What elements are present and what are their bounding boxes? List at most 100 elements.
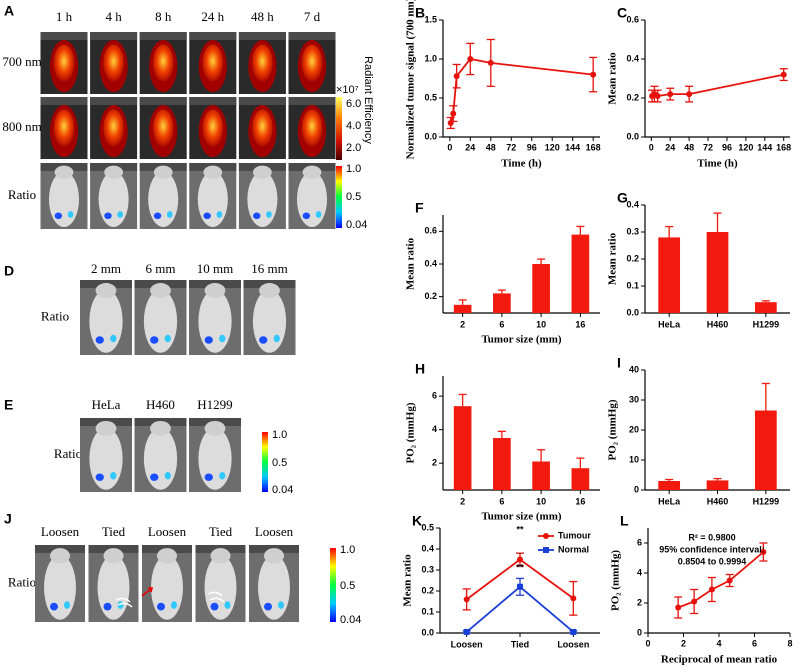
row-label: Ratio [41, 308, 69, 323]
y-tick-label: 0.3 [626, 226, 639, 236]
y-axis-label: Normalized tumor signal (700 nm) [405, 0, 417, 159]
legend-label: Tumour [558, 530, 591, 540]
ratio-signal [273, 334, 280, 343]
signal [53, 109, 75, 147]
panel-letter: B [415, 5, 425, 21]
marker [691, 598, 698, 605]
y-tick-label: 0.2 [424, 291, 437, 301]
ratio-signal [216, 211, 223, 218]
x-tick-label: Loosen [557, 639, 589, 649]
mouse-body [44, 555, 76, 620]
y-tick-label: 0 [634, 484, 639, 494]
x-tick-label: HeLa [658, 319, 681, 329]
column-label: 7 d [304, 9, 321, 24]
mouse-head [210, 548, 231, 564]
row-label: 800 nm [2, 119, 41, 134]
colorbar-label: 0.5 [272, 457, 287, 469]
bar [571, 234, 590, 313]
column-label: 10 mm [197, 261, 233, 276]
mouse-head [104, 165, 123, 179]
y-tick-label: 0.2 [626, 253, 639, 263]
error-bar [665, 478, 674, 481]
signal [53, 44, 75, 82]
x-axis-label: Time (h) [697, 158, 738, 170]
x-tick-label: H1299 [753, 319, 780, 329]
bar [571, 468, 590, 490]
error-bar [761, 300, 770, 303]
ratio-signal [315, 211, 322, 218]
bar [532, 461, 550, 490]
ratio-signal [50, 602, 58, 611]
column-label: Loosen [148, 524, 187, 539]
x-tick-label: 72 [703, 142, 713, 152]
error-bar [458, 299, 467, 305]
stage-edge [40, 97, 88, 105]
panel-letter: I [617, 355, 621, 371]
ratio-signal [110, 472, 117, 480]
mouse-body [204, 555, 237, 620]
x-tick-label: 144 [757, 142, 772, 152]
mouse-head [95, 283, 117, 298]
error-bar [497, 430, 506, 439]
marker [667, 91, 674, 98]
row-label: Ratio [54, 446, 82, 461]
suture [207, 591, 225, 603]
ratio-signal [253, 212, 261, 220]
mouse-body [296, 171, 328, 228]
mouse-head [203, 165, 223, 179]
y-axis-label: PO₂ (mmHg) [610, 550, 622, 611]
ratio-signal [104, 212, 112, 220]
signal [252, 44, 273, 82]
mouse-head [204, 420, 226, 436]
signal [301, 109, 323, 147]
error-bar [713, 212, 722, 232]
marker [590, 71, 597, 78]
column-label: 4 h [105, 9, 122, 24]
ratio-signal [166, 211, 173, 218]
x-tick-label: 168 [776, 142, 791, 152]
y-tick-label: 0.2 [626, 92, 639, 102]
signal [103, 109, 124, 147]
stage-edge [288, 97, 336, 105]
ratio-signal [219, 334, 226, 343]
mouse-body [247, 171, 278, 228]
mouse-head [95, 420, 117, 436]
ratio-signal [171, 601, 177, 609]
ratio-signal [164, 472, 171, 480]
x-tick-label: 2 [681, 638, 686, 648]
mouse-head [204, 283, 226, 298]
annotation: 95% confidence interval: [659, 544, 765, 554]
ratio-signal [150, 336, 159, 344]
marker [780, 71, 787, 78]
column-label: 24 h [201, 9, 224, 24]
y-axis-label: PO₂ (mmHg) [405, 402, 417, 463]
colorbar [262, 432, 268, 492]
colorbar-label: 2.0 [346, 142, 361, 154]
stage-edge [40, 32, 88, 40]
stage-edge [238, 32, 286, 40]
error-bar [713, 477, 722, 481]
annotation: 0.8504 to 0.9994 [678, 556, 747, 566]
column-label: 1 h [56, 9, 73, 24]
stage-edge [139, 32, 187, 40]
error-bar [576, 457, 585, 469]
y-tick-label: 6 [637, 537, 642, 547]
colorbar-label: 0.04 [346, 219, 367, 231]
colorbar-label: 1.0 [340, 544, 355, 556]
ratio-signal [95, 336, 104, 344]
colorbar-label: 6.0 [346, 98, 361, 110]
x-tick-label: 168 [586, 142, 601, 152]
x-tick-label: H460 [707, 319, 729, 329]
bar [493, 293, 511, 313]
x-tick-label: 0 [447, 142, 452, 152]
marker [487, 59, 494, 66]
x-tick-label: 120 [738, 142, 753, 152]
y-tick-label: 1.5 [424, 14, 437, 24]
x-axis-label: Time (h) [501, 158, 542, 170]
mouse-head [50, 548, 70, 564]
y-axis-label: Mean ratio [607, 232, 619, 285]
column-label: Loosen [255, 524, 294, 539]
y-tick-label: 30 [629, 394, 639, 404]
error-bar [497, 289, 506, 294]
x-tick-label: 48 [486, 142, 496, 152]
